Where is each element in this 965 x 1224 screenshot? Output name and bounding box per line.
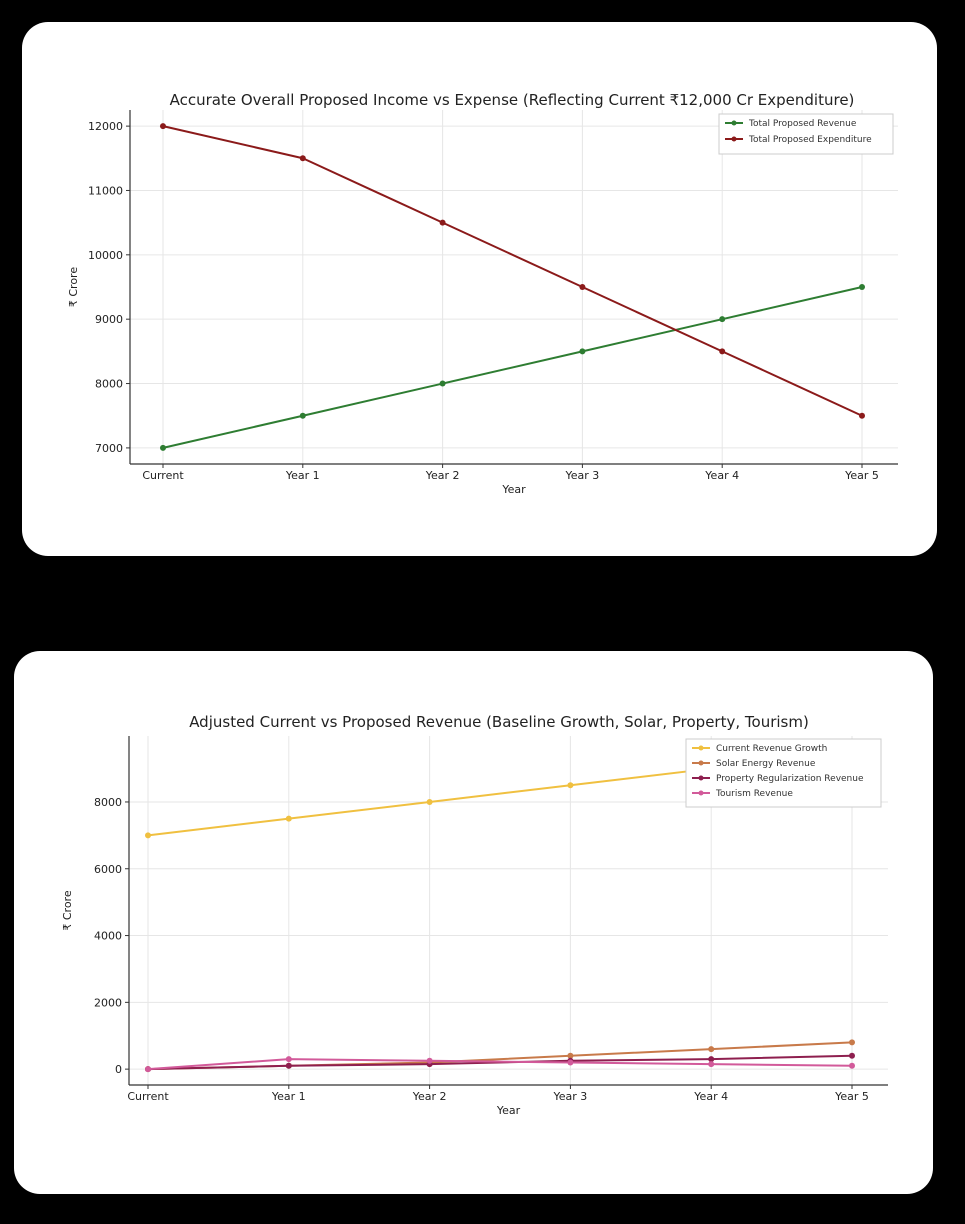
data-point-solar-energy-revenue — [849, 1039, 855, 1046]
data-point-total-proposed-expenditure — [439, 219, 446, 226]
income-vs-expense-chart: Accurate Overall Proposed Income vs Expe… — [67, 91, 898, 496]
y-tick-label: 10000 — [88, 249, 123, 262]
data-point-current-revenue-growth — [567, 782, 574, 789]
data-point-total-proposed-expenditure — [579, 284, 586, 290]
legend-marker-current-revenue-growth — [698, 745, 704, 751]
x-tick-label: Current — [142, 469, 184, 482]
legend-label-total-proposed-revenue: Total Proposed Revenue — [748, 119, 857, 129]
x-tick-label: Year 1 — [285, 469, 320, 482]
legend-marker-tourism-revenue — [698, 790, 704, 796]
data-point-solar-energy-revenue — [567, 1052, 574, 1059]
data-point-tourism-revenue — [285, 1056, 292, 1063]
data-point-solar-energy-revenue — [708, 1046, 715, 1053]
x-axis-label: Year — [496, 1104, 521, 1117]
data-point-tourism-revenue — [708, 1061, 715, 1068]
x-tick-label: Year 4 — [704, 469, 739, 482]
data-point-total-proposed-revenue — [579, 348, 586, 355]
legend-label-tourism-revenue: Tourism Revenue — [715, 789, 793, 799]
x-tick-label: Year 5 — [844, 469, 879, 482]
legend-label-solar-energy-revenue: Solar Energy Revenue — [716, 759, 816, 769]
y-axis-label: ₹ Crore — [61, 890, 74, 930]
x-tick-label: Year 3 — [553, 1090, 588, 1103]
legend-marker-total-proposed-expenditure — [731, 136, 737, 142]
data-point-current-revenue-growth — [426, 798, 433, 805]
chart-title: Adjusted Current vs Proposed Revenue (Ba… — [189, 713, 809, 731]
data-point-current-revenue-growth — [285, 815, 292, 822]
data-point-total-proposed-revenue — [299, 412, 306, 419]
y-tick-label: 4000 — [94, 930, 122, 943]
data-point-total-proposed-revenue — [859, 284, 865, 290]
y-tick-label: 6000 — [94, 863, 122, 876]
data-point-total-proposed-revenue — [719, 316, 726, 323]
data-point-current-revenue-growth — [145, 832, 151, 839]
series-line-total-proposed-expenditure — [162, 125, 863, 417]
y-tick-label: 2000 — [94, 996, 122, 1009]
data-point-tourism-revenue — [567, 1059, 574, 1066]
y-tick-label: 11000 — [88, 184, 123, 197]
x-tick-label: Year 2 — [425, 469, 460, 482]
x-tick-label: Year 4 — [693, 1090, 728, 1103]
legend-marker-total-proposed-revenue — [731, 120, 737, 126]
chart-title: Accurate Overall Proposed Income vs Expe… — [170, 91, 855, 109]
legend-label-property-regularization-revenue: Property Regularization Revenue — [716, 774, 864, 784]
legend-marker-property-regularization-revenue — [698, 775, 704, 781]
x-tick-label: Year 1 — [271, 1090, 306, 1103]
legend-marker-solar-energy-revenue — [698, 760, 704, 766]
y-tick-label: 0 — [115, 1063, 122, 1076]
x-tick-label: Year 3 — [565, 469, 600, 482]
data-point-total-proposed-expenditure — [859, 412, 865, 419]
y-tick-label: 8000 — [94, 796, 122, 809]
y-tick-label: 12000 — [88, 120, 123, 133]
y-tick-label: 7000 — [95, 442, 123, 455]
data-point-tourism-revenue — [145, 1066, 151, 1073]
data-point-property-regularization-revenue — [708, 1056, 715, 1063]
legend-label-total-proposed-expenditure: Total Proposed Expenditure — [748, 135, 872, 145]
chart-legend: Current Revenue Growth Solar Energy Reven… — [685, 738, 882, 808]
data-point-total-proposed-expenditure — [160, 123, 166, 130]
legend-label-current-revenue-growth: Current Revenue Growth — [716, 744, 827, 754]
y-axis-label: ₹ Crore — [67, 267, 80, 307]
x-axis-label: Year — [501, 483, 526, 496]
x-tick-label: Year 2 — [412, 1090, 447, 1103]
revenue-breakdown-chart: Adjusted Current vs Proposed Revenue (Ba… — [61, 713, 888, 1117]
legend-box — [685, 738, 882, 808]
chart-card-income-vs-expense: Accurate Overall Proposed Income vs Expe… — [22, 22, 937, 556]
y-tick-label: 9000 — [95, 313, 123, 326]
data-point-property-regularization-revenue — [849, 1052, 855, 1059]
legend-box — [718, 113, 894, 155]
y-tick-label: 8000 — [95, 378, 123, 391]
data-point-tourism-revenue — [426, 1057, 433, 1064]
data-point-total-proposed-expenditure — [719, 348, 726, 355]
data-point-property-regularization-revenue — [285, 1062, 292, 1069]
series-line-total-proposed-revenue — [162, 286, 863, 449]
data-point-total-proposed-revenue — [439, 380, 446, 387]
series-line-tourism-revenue — [147, 1058, 853, 1071]
data-point-total-proposed-revenue — [160, 444, 166, 451]
x-tick-label: Current — [127, 1090, 169, 1103]
chart-card-revenue-breakdown: Adjusted Current vs Proposed Revenue (Ba… — [14, 651, 933, 1194]
data-point-tourism-revenue — [849, 1062, 855, 1069]
data-point-total-proposed-expenditure — [299, 155, 306, 162]
chart-legend: Total Proposed Revenue Total Proposed Exp… — [718, 113, 894, 155]
x-tick-label: Year 5 — [834, 1090, 869, 1103]
